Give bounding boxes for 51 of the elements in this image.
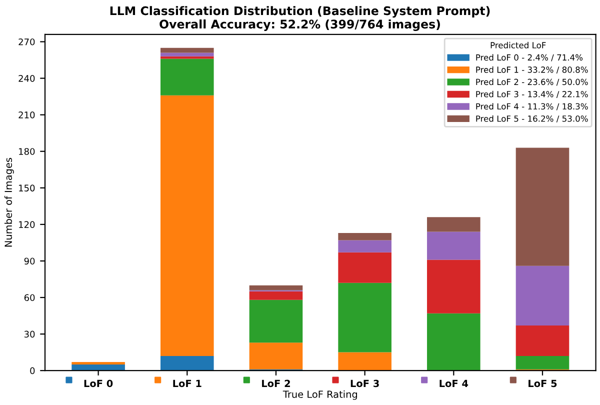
bar: [249, 285, 303, 290]
bar: [338, 352, 392, 371]
bar: [338, 282, 392, 352]
y-axis-title: Number of Images: [4, 158, 14, 247]
bar: [249, 342, 303, 370]
bar: [427, 217, 480, 232]
bar: [249, 291, 303, 300]
bar: [338, 252, 392, 283]
y-tick-label: 240: [18, 75, 35, 82]
bar: [72, 364, 125, 371]
y-tick-label: 120: [19, 221, 35, 228]
x-tick-label: LoF 0: [84, 380, 113, 388]
bar: [338, 240, 392, 252]
x-axis-title: True LoF Rating: [282, 390, 357, 400]
bar: [160, 52, 214, 56]
x-tick-label: LoF 2: [262, 380, 290, 388]
bar: [160, 58, 214, 96]
bar: [516, 356, 570, 370]
y-tick-label: 150: [19, 184, 35, 192]
bar: [160, 48, 214, 53]
x-tick-label: LoF 3: [350, 380, 379, 388]
bar: [427, 260, 480, 314]
chart-subtitle: Overall Accuracy: 52.2% (399/764 images): [160, 19, 440, 31]
y-tick-label: 180: [19, 148, 35, 155]
x-tick-label: LoF 5: [528, 380, 557, 388]
legend-label: Pred LoF 5 - 16.2% / 53.0%: [476, 115, 588, 122]
y-tick-label: 270: [18, 38, 35, 46]
legend-label: Pred LoF 1 - 33.2% / 80.8%: [476, 66, 588, 74]
bar: [160, 56, 214, 59]
x-tick-label: LoF 4: [440, 380, 468, 388]
bar: [516, 148, 570, 266]
bar: [516, 266, 570, 326]
y-tick-label: 210: [18, 112, 35, 118]
legend-title: Predicted LoF: [490, 42, 546, 48]
legend-label: Pred LoF 4 - 11.3% / 18.3%: [476, 103, 588, 110]
y-tick-label: 60: [24, 294, 35, 302]
bar: [249, 300, 303, 343]
bar: [427, 232, 480, 260]
bar: [516, 326, 570, 356]
chart-title: LLM Classification Distribution (Baseline System Prompt): [110, 6, 490, 18]
bar: [427, 313, 480, 371]
y-tick-label: 90: [24, 258, 35, 265]
legend-label: Pred LoF 3 - 13.4% / 22.1%: [476, 90, 588, 98]
legend-label: Pred LoF 0 - 2.4% / 71.4%: [476, 54, 583, 62]
bar: [160, 95, 214, 356]
bar: [338, 232, 392, 240]
y-tick-label: 0: [30, 367, 35, 374]
y-tick-label: 30: [24, 330, 35, 338]
x-tick-label: LoF 1: [173, 380, 202, 388]
legend-label: Pred LoF 2 - 23.6% / 50.0%: [476, 78, 588, 86]
bar: [160, 356, 214, 371]
